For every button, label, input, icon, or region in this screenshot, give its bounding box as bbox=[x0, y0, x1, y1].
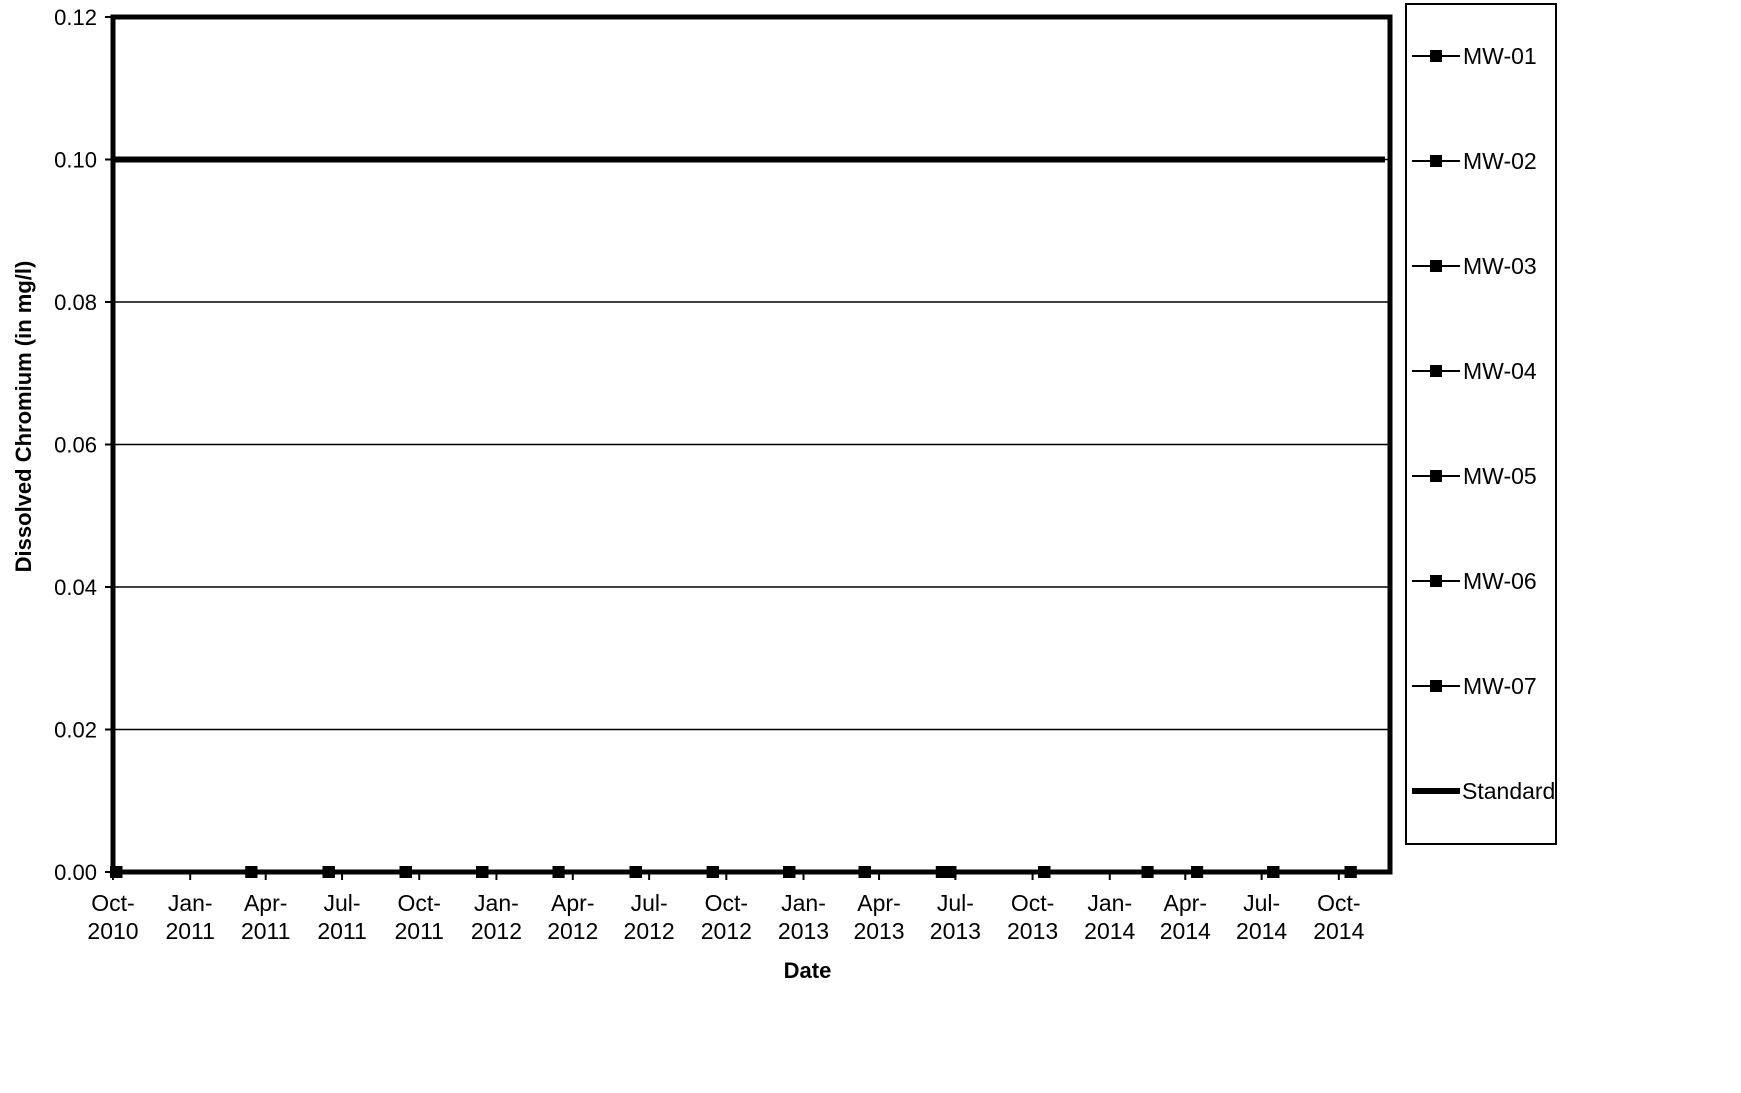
legend-swatch-marker bbox=[1430, 50, 1442, 62]
x-axis-title: Date bbox=[784, 958, 832, 983]
legend-label: Standard bbox=[1462, 778, 1555, 804]
x-tick-label: Jul-2012 bbox=[624, 890, 675, 944]
grid bbox=[113, 158, 1390, 731]
legend-label: MW-01 bbox=[1463, 43, 1537, 69]
x-tick-label: Oct-2014 bbox=[1313, 890, 1364, 944]
legend-swatch-marker bbox=[1430, 470, 1442, 482]
y-tick-label: 0.04 bbox=[54, 575, 97, 600]
x-tick-label: Jan-2014 bbox=[1084, 890, 1135, 944]
x-tick-label: Jan-2011 bbox=[165, 890, 214, 944]
legend-swatch-marker bbox=[1430, 260, 1442, 272]
legend-label: MW-05 bbox=[1463, 463, 1537, 489]
x-tick-label: Apr-2014 bbox=[1160, 890, 1211, 944]
y-tick-label: 0.08 bbox=[54, 290, 97, 315]
x-axis: Oct-2010 Jan-2011 Apr-2011 Jul-2011 Oct-2011… bbox=[87, 872, 1365, 944]
x-tick-label: Jul-2011 bbox=[317, 890, 366, 944]
x-tick-label: Jan-2013 bbox=[778, 890, 829, 944]
legend-item: MW-05 bbox=[1412, 463, 1537, 489]
legend-item: MW-06 bbox=[1412, 568, 1537, 594]
legend-item: MW-07 bbox=[1412, 673, 1537, 699]
legend-item: MW-04 bbox=[1412, 358, 1537, 384]
y-axis: 0.00 0.02 0.04 0.06 0.08 0.10 0.12 bbox=[54, 5, 113, 885]
x-tick-label: Oct-2011 bbox=[395, 890, 444, 944]
legend-label: MW-03 bbox=[1463, 253, 1537, 279]
y-tick-label: 0.10 bbox=[54, 148, 97, 173]
y-tick-label: 0.00 bbox=[54, 860, 97, 885]
legend-swatch-marker bbox=[1430, 365, 1442, 377]
legend-item: MW-02 bbox=[1412, 148, 1537, 174]
legend-label: MW-02 bbox=[1463, 148, 1537, 174]
legend-swatch-marker bbox=[1430, 575, 1442, 587]
legend-label: MW-06 bbox=[1463, 568, 1537, 594]
legend-item: MW-03 bbox=[1412, 253, 1537, 279]
x-tick-label: Jul-2014 bbox=[1236, 890, 1287, 944]
legend-item: Standard bbox=[1412, 778, 1555, 804]
x-tick-label: Apr-2012 bbox=[547, 890, 598, 944]
legend-box bbox=[1405, 3, 1557, 845]
x-tick-label: Jan-2012 bbox=[471, 890, 522, 944]
legend-label: MW-04 bbox=[1463, 358, 1537, 384]
y-tick-label: 0.02 bbox=[54, 718, 97, 743]
y-tick-label: 0.12 bbox=[54, 5, 97, 30]
y-axis-title: Dissolved Chromium (in mg/l) bbox=[11, 261, 36, 573]
x-tick-label: Oct-2010 bbox=[87, 890, 138, 944]
x-tick-label: Jul-2013 bbox=[930, 890, 981, 944]
legend-item: MW-01 bbox=[1412, 43, 1537, 69]
x-tick-label: Oct-2013 bbox=[1007, 890, 1058, 944]
x-tick-label: Apr-2011 bbox=[241, 890, 290, 944]
legend-label: MW-07 bbox=[1463, 673, 1537, 699]
legend-swatch-marker bbox=[1430, 155, 1442, 167]
x-tick-label: Apr-2013 bbox=[853, 890, 904, 944]
x-tick-label: Oct-2012 bbox=[701, 890, 752, 944]
legend: MW-01 MW-02 MW-03 MW-04 MW-05 MW-06 MW-07 Stand… bbox=[1405, 3, 1557, 845]
legend-swatch-marker bbox=[1430, 680, 1442, 692]
y-tick-label: 0.06 bbox=[54, 433, 97, 458]
